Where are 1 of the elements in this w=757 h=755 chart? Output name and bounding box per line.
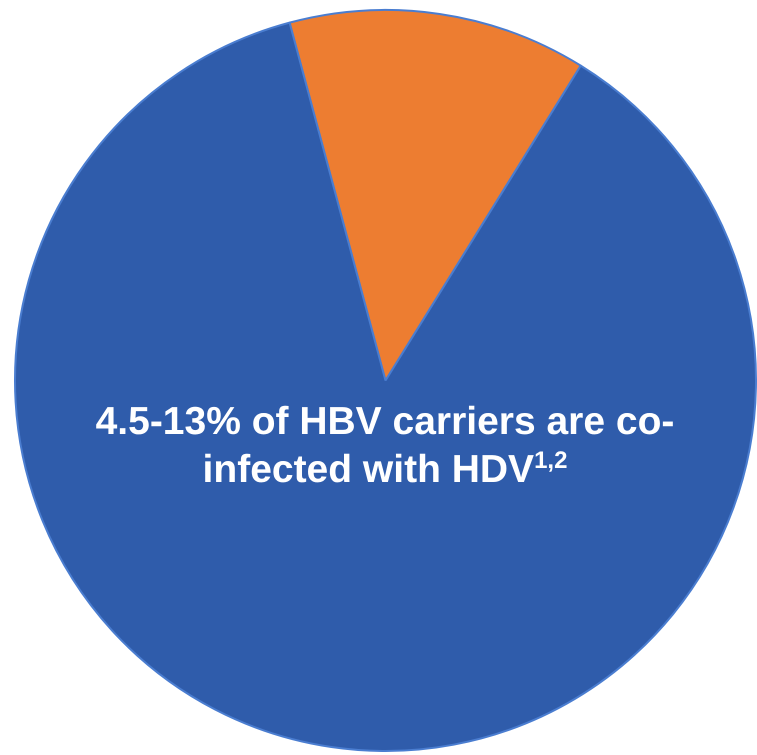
text: 4.5-13% of HBV carriers are co-infected with HDV$^{1,2}$: [94, 399, 676, 493]
